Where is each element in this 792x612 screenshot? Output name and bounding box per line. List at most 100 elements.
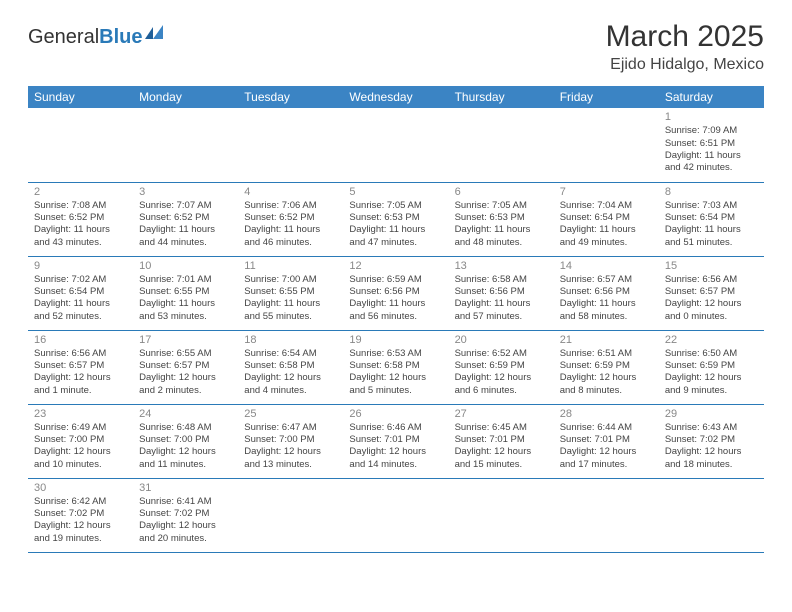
calendar-day-cell <box>238 108 343 182</box>
daylight-text: Daylight: 12 hours and 9 minutes. <box>665 372 758 397</box>
sunset-text: Sunset: 6:53 PM <box>349 212 442 224</box>
brand-part1: General <box>28 26 99 49</box>
calendar-day-cell <box>554 108 659 182</box>
weekday-thursday: Thursday <box>449 86 554 108</box>
daylight-text: Daylight: 12 hours and 6 minutes. <box>455 372 548 397</box>
weekday-monday: Monday <box>133 86 238 108</box>
sunrise-text: Sunrise: 6:46 AM <box>349 422 442 434</box>
daylight-text: Daylight: 11 hours and 46 minutes. <box>244 224 337 249</box>
sunrise-text: Sunrise: 7:01 AM <box>139 274 232 286</box>
calendar-day-cell: 6Sunrise: 7:05 AMSunset: 6:53 PMDaylight… <box>449 182 554 256</box>
day-number: 15 <box>665 259 758 273</box>
sunset-text: Sunset: 6:56 PM <box>349 286 442 298</box>
sunset-text: Sunset: 6:58 PM <box>244 360 337 372</box>
daylight-text: Daylight: 11 hours and 51 minutes. <box>665 224 758 249</box>
calendar-day-cell: 12Sunrise: 6:59 AMSunset: 6:56 PMDayligh… <box>343 256 448 330</box>
daylight-text: Daylight: 11 hours and 47 minutes. <box>349 224 442 249</box>
sunrise-text: Sunrise: 6:48 AM <box>139 422 232 434</box>
calendar-day-cell: 16Sunrise: 6:56 AMSunset: 6:57 PMDayligh… <box>28 330 133 404</box>
calendar-day-cell <box>133 108 238 182</box>
day-number: 2 <box>34 185 127 199</box>
day-number: 21 <box>560 333 653 347</box>
sunset-text: Sunset: 6:59 PM <box>665 360 758 372</box>
sunrise-text: Sunrise: 7:04 AM <box>560 200 653 212</box>
sunrise-text: Sunrise: 6:45 AM <box>455 422 548 434</box>
weekday-tuesday: Tuesday <box>238 86 343 108</box>
daylight-text: Daylight: 12 hours and 19 minutes. <box>34 520 127 545</box>
daylight-text: Daylight: 11 hours and 53 minutes. <box>139 298 232 323</box>
calendar-day-cell: 26Sunrise: 6:46 AMSunset: 7:01 PMDayligh… <box>343 404 448 478</box>
sunset-text: Sunset: 6:53 PM <box>455 212 548 224</box>
calendar-week-row: 1Sunrise: 7:09 AMSunset: 6:51 PMDaylight… <box>28 108 764 182</box>
month-title: March 2025 <box>606 20 764 54</box>
sunset-text: Sunset: 6:55 PM <box>244 286 337 298</box>
calendar-day-cell: 7Sunrise: 7:04 AMSunset: 6:54 PMDaylight… <box>554 182 659 256</box>
calendar-day-cell: 1Sunrise: 7:09 AMSunset: 6:51 PMDaylight… <box>659 108 764 182</box>
sunrise-text: Sunrise: 6:49 AM <box>34 422 127 434</box>
sunset-text: Sunset: 7:01 PM <box>349 434 442 446</box>
calendar-day-cell: 13Sunrise: 6:58 AMSunset: 6:56 PMDayligh… <box>449 256 554 330</box>
day-number: 3 <box>139 185 232 199</box>
sunrise-text: Sunrise: 6:44 AM <box>560 422 653 434</box>
sunset-text: Sunset: 7:00 PM <box>34 434 127 446</box>
daylight-text: Daylight: 12 hours and 2 minutes. <box>139 372 232 397</box>
calendar-day-cell: 25Sunrise: 6:47 AMSunset: 7:00 PMDayligh… <box>238 404 343 478</box>
day-number: 11 <box>244 259 337 273</box>
calendar-day-cell: 22Sunrise: 6:50 AMSunset: 6:59 PMDayligh… <box>659 330 764 404</box>
calendar-day-cell: 14Sunrise: 6:57 AMSunset: 6:56 PMDayligh… <box>554 256 659 330</box>
calendar-week-row: 30Sunrise: 6:42 AMSunset: 7:02 PMDayligh… <box>28 478 764 552</box>
day-number: 19 <box>349 333 442 347</box>
sunrise-text: Sunrise: 6:51 AM <box>560 348 653 360</box>
calendar-day-cell <box>554 478 659 552</box>
day-number: 27 <box>455 407 548 421</box>
sunrise-text: Sunrise: 6:42 AM <box>34 496 127 508</box>
flag-icon <box>145 24 165 47</box>
sunrise-text: Sunrise: 7:02 AM <box>34 274 127 286</box>
sunrise-text: Sunrise: 7:08 AM <box>34 200 127 212</box>
calendar-day-cell: 8Sunrise: 7:03 AMSunset: 6:54 PMDaylight… <box>659 182 764 256</box>
sunrise-text: Sunrise: 6:57 AM <box>560 274 653 286</box>
daylight-text: Daylight: 12 hours and 13 minutes. <box>244 446 337 471</box>
calendar-day-cell: 2Sunrise: 7:08 AMSunset: 6:52 PMDaylight… <box>28 182 133 256</box>
sunset-text: Sunset: 7:01 PM <box>560 434 653 446</box>
sunset-text: Sunset: 7:02 PM <box>665 434 758 446</box>
calendar-day-cell: 27Sunrise: 6:45 AMSunset: 7:01 PMDayligh… <box>449 404 554 478</box>
daylight-text: Daylight: 12 hours and 17 minutes. <box>560 446 653 471</box>
daylight-text: Daylight: 11 hours and 57 minutes. <box>455 298 548 323</box>
day-number: 23 <box>34 407 127 421</box>
day-number: 12 <box>349 259 442 273</box>
daylight-text: Daylight: 12 hours and 1 minute. <box>34 372 127 397</box>
title-block: March 2025 Ejido Hidalgo, Mexico <box>606 20 764 74</box>
calendar-week-row: 9Sunrise: 7:02 AMSunset: 6:54 PMDaylight… <box>28 256 764 330</box>
calendar-body: 1Sunrise: 7:09 AMSunset: 6:51 PMDaylight… <box>28 108 764 552</box>
daylight-text: Daylight: 12 hours and 14 minutes. <box>349 446 442 471</box>
daylight-text: Daylight: 11 hours and 44 minutes. <box>139 224 232 249</box>
daylight-text: Daylight: 11 hours and 52 minutes. <box>34 298 127 323</box>
sunset-text: Sunset: 6:51 PM <box>665 138 758 150</box>
calendar-day-cell <box>238 478 343 552</box>
calendar-day-cell: 20Sunrise: 6:52 AMSunset: 6:59 PMDayligh… <box>449 330 554 404</box>
sunrise-text: Sunrise: 7:07 AM <box>139 200 232 212</box>
daylight-text: Daylight: 12 hours and 20 minutes. <box>139 520 232 545</box>
sunrise-text: Sunrise: 7:05 AM <box>349 200 442 212</box>
sunrise-text: Sunrise: 6:43 AM <box>665 422 758 434</box>
sunrise-text: Sunrise: 6:54 AM <box>244 348 337 360</box>
daylight-text: Daylight: 12 hours and 0 minutes. <box>665 298 758 323</box>
daylight-text: Daylight: 12 hours and 8 minutes. <box>560 372 653 397</box>
calendar-day-cell <box>343 478 448 552</box>
day-number: 10 <box>139 259 232 273</box>
daylight-text: Daylight: 12 hours and 5 minutes. <box>349 372 442 397</box>
brand-logo: GeneralBlue <box>28 20 165 49</box>
sunset-text: Sunset: 6:52 PM <box>34 212 127 224</box>
calendar-table: Sunday Monday Tuesday Wednesday Thursday… <box>28 86 764 553</box>
sunrise-text: Sunrise: 6:55 AM <box>139 348 232 360</box>
sunset-text: Sunset: 6:56 PM <box>560 286 653 298</box>
calendar-week-row: 2Sunrise: 7:08 AMSunset: 6:52 PM Daylight… <box>28 182 764 256</box>
sunset-text: Sunset: 6:55 PM <box>139 286 232 298</box>
calendar-day-cell: 5Sunrise: 7:05 AMSunset: 6:53 PMDaylight… <box>343 182 448 256</box>
sunrise-text: Sunrise: 6:53 AM <box>349 348 442 360</box>
calendar-day-cell: 31Sunrise: 6:41 AMSunset: 7:02 PMDayligh… <box>133 478 238 552</box>
daylight-text: Daylight: 11 hours and 58 minutes. <box>560 298 653 323</box>
sunset-text: Sunset: 6:54 PM <box>665 212 758 224</box>
sunrise-text: Sunrise: 7:03 AM <box>665 200 758 212</box>
